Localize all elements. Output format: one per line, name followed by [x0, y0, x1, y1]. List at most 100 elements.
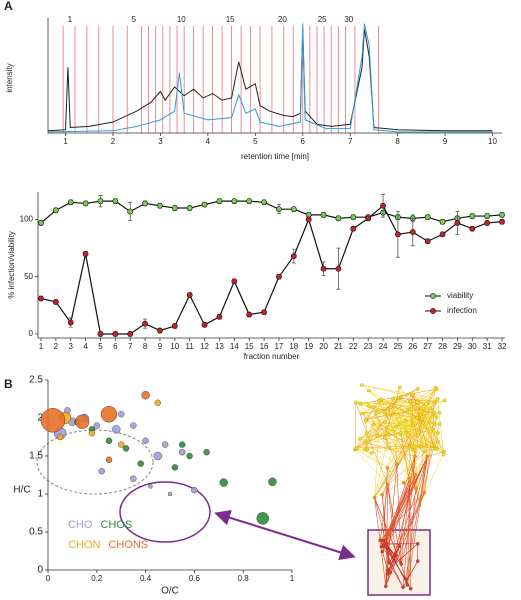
fraction-label: 10 [177, 15, 186, 24]
data-point [171, 323, 178, 329]
network-node [416, 542, 420, 546]
data-point [499, 218, 505, 225]
network-edge [355, 402, 368, 434]
network-node [424, 444, 429, 449]
network-node [367, 388, 371, 393]
network-node [411, 392, 415, 397]
data-point [97, 198, 104, 205]
legend-label: CHO [68, 519, 93, 531]
network-node [384, 584, 388, 589]
network-node [418, 412, 423, 417]
legend-marker [430, 308, 436, 314]
x-tick-label: 7 [128, 342, 133, 351]
bubble [88, 430, 96, 437]
network-edge [373, 400, 411, 425]
y-tick-label: 2.5 [29, 375, 43, 386]
network-node [421, 421, 425, 425]
data-point [305, 216, 312, 223]
x-tick-label: 18 [289, 342, 298, 351]
network-node [355, 446, 359, 450]
network-edge [405, 432, 421, 447]
network-node [381, 538, 385, 543]
x-tick-label: 9 [158, 342, 163, 351]
data-point [67, 319, 74, 326]
x-tick-label: 19 [304, 342, 313, 351]
network-node [442, 398, 447, 403]
bubble [117, 411, 125, 418]
network-edge [400, 483, 411, 565]
data-point [469, 213, 476, 219]
network-node [415, 399, 419, 404]
bubble [268, 477, 277, 487]
network-node [375, 434, 380, 438]
network-node [398, 431, 403, 435]
x-tick-label: 4 [206, 137, 211, 146]
legend-marker [430, 293, 436, 299]
network-edge [387, 456, 428, 547]
network-node [413, 473, 418, 477]
network-edge [400, 456, 428, 565]
data-point [454, 220, 461, 226]
series-line [47, 23, 493, 133]
data-point [246, 311, 253, 318]
network-node [354, 400, 358, 405]
x-tick-label: 22 [349, 342, 358, 351]
y-axis-label: intensity [5, 63, 14, 92]
x-tick-label: 3 [158, 137, 163, 146]
network-node [358, 402, 363, 406]
data-point [231, 198, 238, 205]
data-point [261, 199, 267, 206]
x-tick-label: 21 [334, 342, 343, 351]
network-node [435, 397, 440, 401]
fraction-label: 30 [344, 15, 353, 24]
network-node [378, 538, 382, 543]
network-edge [399, 505, 420, 547]
bubble [100, 406, 118, 423]
network-edge [379, 492, 425, 541]
x-tick-label: 24 [379, 342, 388, 351]
network-node [363, 447, 367, 452]
network-node [370, 451, 374, 455]
network-edge [424, 412, 435, 493]
legend-label: viability [447, 291, 473, 300]
network-edge [365, 408, 431, 420]
network-node [419, 417, 424, 422]
data-point [112, 198, 119, 205]
data-point [439, 231, 446, 238]
data-point [38, 220, 44, 226]
bubble [148, 484, 153, 489]
network-edge [356, 388, 437, 449]
data-point [350, 214, 357, 221]
y-axis-label: H/C [13, 485, 30, 496]
network-edge [388, 545, 400, 563]
network-node [389, 403, 394, 407]
bubble [137, 460, 144, 467]
fraction-label: 1 [68, 15, 73, 24]
data-point [157, 202, 163, 209]
network-edge [359, 438, 445, 453]
network-edge [411, 387, 436, 447]
x-tick-label: 0.8 [238, 574, 250, 583]
network-node [384, 542, 389, 546]
network-node [385, 466, 390, 470]
data-point [52, 207, 59, 214]
bubble [203, 449, 210, 456]
network-node [433, 385, 438, 390]
x-tick-label: 30 [468, 342, 477, 351]
network-edge [366, 433, 389, 485]
network-edge [424, 417, 437, 493]
network-node [372, 422, 376, 427]
x-tick-label: 10 [488, 137, 497, 146]
bubble [117, 441, 125, 448]
network-edge [366, 408, 422, 434]
network-edge [395, 426, 398, 465]
network-node [365, 431, 369, 435]
network-node [401, 481, 406, 485]
data-point [350, 225, 357, 232]
network-node [398, 385, 402, 390]
data-point [97, 331, 104, 337]
network-node [363, 417, 368, 421]
data-point [484, 213, 491, 219]
network-edge [400, 563, 406, 579]
